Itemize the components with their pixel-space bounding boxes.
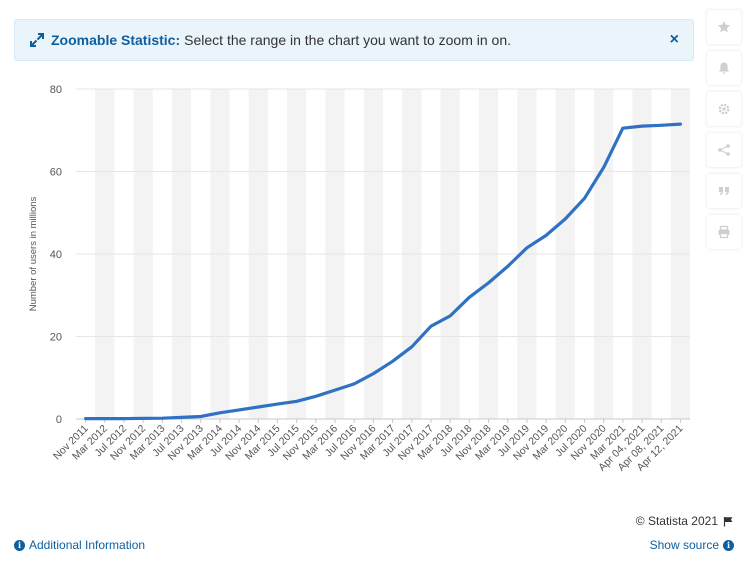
additional-info-link[interactable]: i Additional Information [14, 538, 145, 552]
info-icon: i [14, 539, 25, 551]
y-axis: 0 20 40 60 80 [50, 84, 62, 426]
data-point[interactable] [581, 195, 587, 201]
data-point[interactable] [102, 416, 108, 422]
share-icon [718, 144, 730, 156]
data-point[interactable] [179, 414, 185, 420]
series-line-users[interactable] [84, 122, 682, 421]
show-source-label: Show source [649, 538, 719, 552]
banner-text: Select the range in the chart you want t… [184, 32, 512, 48]
notification-button[interactable] [707, 51, 741, 85]
expand-icon [29, 32, 45, 48]
data-point[interactable] [370, 371, 376, 377]
data-point[interactable] [677, 121, 683, 127]
data-point[interactable] [428, 323, 434, 329]
y-axis-label: Number of users in millions [28, 196, 39, 311]
y-tick-label: 40 [50, 249, 62, 261]
star-icon [718, 21, 730, 33]
data-point[interactable] [255, 404, 261, 410]
y-tick-label: 80 [50, 84, 62, 96]
data-point[interactable] [140, 415, 146, 421]
data-point[interactable] [390, 358, 396, 364]
info-icon: i [723, 539, 734, 551]
chart-gridlines [76, 88, 690, 420]
cite-button[interactable] [707, 174, 741, 208]
bell-icon [719, 62, 729, 74]
close-icon[interactable]: × [669, 31, 679, 48]
copyright-text: © Statista 2021 [635, 514, 718, 528]
banner-title: Zoomable Statistic: [51, 32, 181, 48]
data-point[interactable] [486, 280, 492, 286]
additional-info-label: Additional Information [29, 538, 146, 552]
zoom-banner: Zoomable Statistic: Select the range in … [14, 19, 694, 61]
settings-button[interactable] [707, 92, 741, 126]
data-point[interactable] [217, 410, 223, 416]
data-point[interactable] [313, 393, 319, 399]
data-point[interactable] [332, 387, 338, 393]
show-source-link[interactable]: Show source i [650, 538, 734, 552]
flag-icon [723, 516, 733, 526]
data-point[interactable] [274, 401, 280, 407]
data-point[interactable] [159, 415, 165, 421]
data-point[interactable] [543, 232, 549, 238]
share-button[interactable] [707, 133, 741, 167]
copyright: © Statista 2021 [636, 514, 734, 528]
data-point[interactable] [121, 416, 127, 422]
data-point[interactable] [294, 398, 300, 404]
data-point[interactable] [601, 164, 607, 170]
y-tick-label: 20 [50, 332, 62, 344]
data-point[interactable] [351, 381, 357, 387]
data-point[interactable] [658, 122, 664, 128]
y-tick-label: 0 [56, 414, 62, 426]
favorite-button[interactable] [707, 10, 741, 44]
data-point[interactable] [524, 245, 530, 251]
data-point[interactable] [639, 123, 645, 129]
gear-icon [718, 103, 730, 115]
data-point[interactable] [236, 407, 242, 413]
data-point[interactable] [505, 263, 511, 269]
data-point[interactable] [83, 416, 89, 422]
data-point[interactable] [466, 294, 472, 300]
data-point[interactable] [198, 414, 204, 420]
data-point[interactable] [620, 125, 626, 131]
quote-icon [719, 187, 729, 195]
print-button[interactable] [707, 215, 741, 249]
y-tick-label: 60 [50, 167, 62, 179]
print-icon [718, 225, 730, 239]
data-point[interactable] [447, 313, 453, 319]
toolbar-sidebar [707, 10, 741, 249]
data-point[interactable] [409, 344, 415, 350]
data-point[interactable] [562, 216, 568, 222]
